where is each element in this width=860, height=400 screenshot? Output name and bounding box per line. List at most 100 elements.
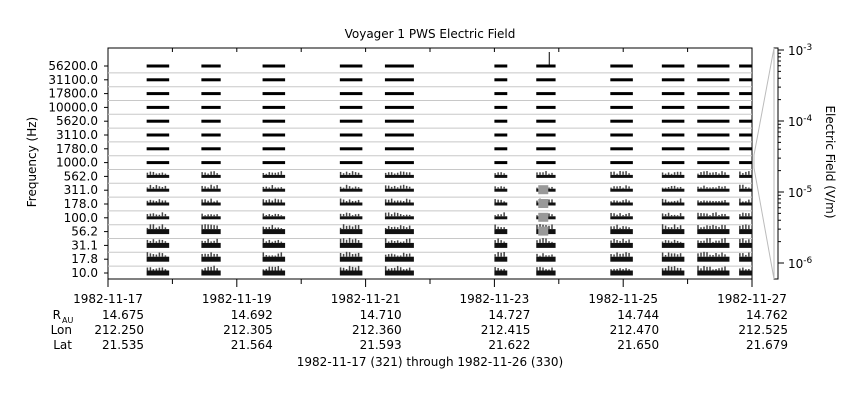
strip-spike bbox=[357, 213, 360, 217]
strip-spike bbox=[619, 253, 621, 257]
strip-spike bbox=[661, 187, 664, 189]
strip-spike bbox=[216, 214, 218, 217]
strip-spike bbox=[164, 213, 167, 217]
strip-spike bbox=[742, 212, 744, 217]
strip-spike bbox=[265, 215, 268, 217]
strip-spike bbox=[402, 201, 405, 203]
data-strip bbox=[146, 64, 170, 68]
ephemeris-value: 14.710 bbox=[360, 308, 402, 322]
strip-spike bbox=[703, 213, 705, 217]
strip-spike bbox=[709, 215, 711, 217]
strip-spike bbox=[610, 187, 612, 189]
strip-spike bbox=[622, 253, 624, 257]
strip-spike bbox=[542, 172, 544, 175]
data-strip bbox=[697, 78, 730, 82]
strip-spike bbox=[497, 238, 499, 243]
strip-spike bbox=[673, 253, 676, 257]
strip-fill bbox=[739, 133, 752, 137]
strip-spike bbox=[494, 199, 496, 203]
x-tick-label: 1982-11-17 bbox=[73, 292, 143, 306]
strip-spike bbox=[345, 251, 348, 257]
strip-spike bbox=[610, 269, 612, 271]
strip-spike bbox=[718, 185, 720, 189]
strip-fill bbox=[339, 133, 363, 137]
strip-spike bbox=[265, 255, 268, 257]
strip-spike bbox=[676, 200, 679, 203]
strip-spike bbox=[354, 214, 357, 217]
strip-spike bbox=[676, 267, 679, 271]
strip-fill bbox=[262, 105, 286, 109]
strip-spike bbox=[539, 239, 541, 243]
strip-spike bbox=[207, 253, 209, 257]
strip-spike bbox=[539, 255, 541, 257]
strip-spike bbox=[536, 187, 538, 189]
data-strip bbox=[339, 105, 363, 109]
strip-spike bbox=[384, 172, 387, 175]
ephemeris-value: 21.650 bbox=[617, 338, 659, 352]
strip-spike bbox=[619, 240, 621, 243]
strip-spike bbox=[277, 239, 280, 243]
strip-spike bbox=[274, 198, 277, 203]
data-strip bbox=[697, 64, 730, 68]
strip-spike bbox=[216, 200, 218, 203]
strip-spike bbox=[274, 172, 277, 175]
strip-spike bbox=[280, 215, 283, 217]
strip-spike bbox=[548, 269, 550, 271]
strip-fill bbox=[384, 202, 414, 206]
strip-spike bbox=[210, 198, 212, 203]
strip-spike bbox=[158, 267, 161, 271]
strip-fill bbox=[494, 78, 508, 82]
strip-fill bbox=[536, 174, 556, 178]
strip-spike bbox=[697, 200, 699, 203]
strip-spike bbox=[745, 240, 747, 243]
data-strip bbox=[339, 265, 363, 276]
data-strip bbox=[697, 133, 730, 137]
strip-spike bbox=[348, 172, 351, 175]
strip-spike bbox=[622, 226, 624, 230]
strip-spike bbox=[396, 265, 399, 271]
strip-spike bbox=[661, 224, 664, 230]
data-strip bbox=[610, 133, 633, 137]
strip-spike bbox=[622, 214, 624, 217]
ephemeris-value: 21.593 bbox=[360, 338, 402, 352]
strip-spike bbox=[748, 252, 750, 257]
strip-fill bbox=[494, 92, 508, 96]
strip-spike bbox=[700, 213, 702, 217]
strip-spike bbox=[155, 241, 158, 243]
strip-fill bbox=[697, 105, 730, 109]
strip-fill bbox=[739, 256, 752, 262]
colorbar-tick-label: 10-6 bbox=[788, 256, 813, 271]
strip-spike bbox=[494, 254, 496, 257]
ephemeris-row-sublabel: AU bbox=[62, 316, 73, 325]
strip-fill bbox=[610, 119, 633, 123]
strip-spike bbox=[739, 184, 741, 189]
strip-spike bbox=[207, 266, 209, 271]
strip-spike bbox=[161, 212, 164, 217]
strip-fill bbox=[739, 270, 752, 276]
strip-spike bbox=[622, 200, 624, 203]
strip-spike bbox=[610, 212, 612, 217]
strip-spike bbox=[146, 187, 149, 189]
strip-spike bbox=[706, 252, 708, 257]
strip-spike bbox=[697, 253, 699, 257]
strip-spike bbox=[339, 227, 342, 230]
strip-spike bbox=[497, 226, 499, 230]
strip-fill bbox=[697, 270, 730, 276]
strip-spike bbox=[664, 225, 667, 230]
strip-spike bbox=[280, 199, 283, 203]
strip-fill bbox=[610, 216, 633, 220]
strip-spike bbox=[742, 201, 744, 203]
data-strip bbox=[201, 198, 221, 206]
strip-spike bbox=[664, 187, 667, 189]
colorbar-tick-label: 10-4 bbox=[788, 114, 813, 129]
strip-spike bbox=[610, 171, 612, 175]
strip-spike bbox=[676, 187, 679, 189]
strip-spike bbox=[721, 238, 723, 243]
strip-fill bbox=[146, 105, 170, 109]
data-strip bbox=[339, 237, 363, 248]
strip-fill bbox=[661, 174, 685, 178]
strip-fill bbox=[146, 78, 170, 82]
strip-spike bbox=[500, 214, 502, 217]
data-strip bbox=[610, 224, 633, 235]
strip-spike bbox=[667, 187, 670, 189]
